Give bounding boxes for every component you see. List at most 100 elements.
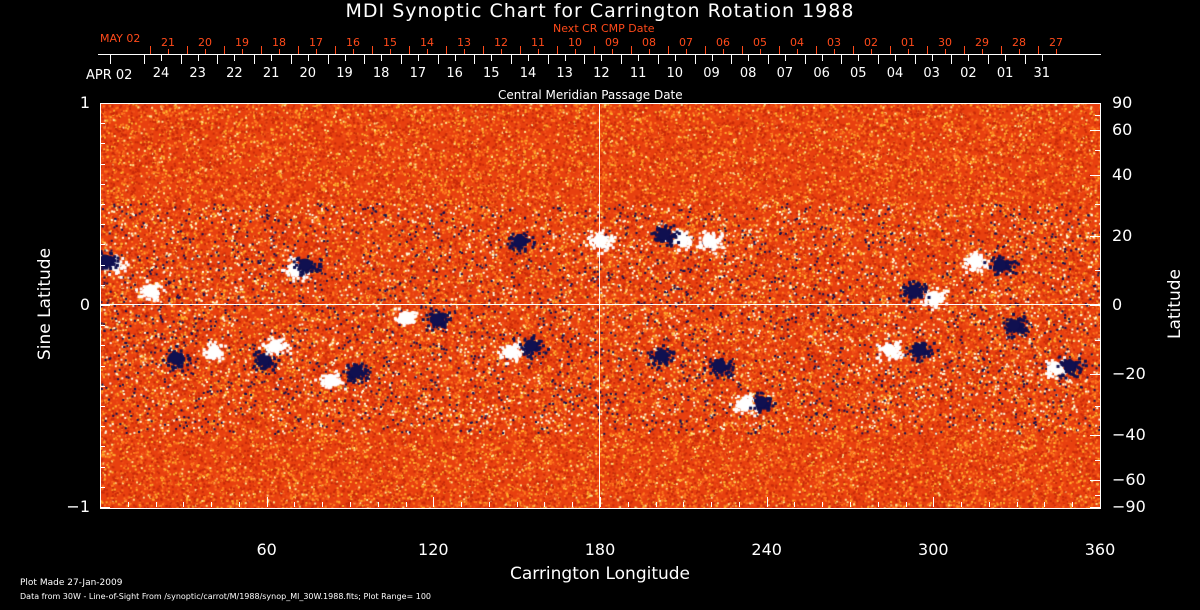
- next-date-tick: [686, 49, 687, 54]
- next-date-label: 02: [864, 36, 878, 49]
- y-minor-tick: [100, 486, 105, 488]
- next-date-label: 03: [827, 36, 841, 49]
- cmp-date-label: 22: [226, 66, 243, 81]
- next-date-label: 14: [420, 36, 434, 49]
- next-date-label: 11: [531, 36, 545, 49]
- x-minor-tick: [711, 502, 713, 507]
- cmp-date-label: 01: [996, 66, 1014, 81]
- next-date-tick: [316, 49, 317, 54]
- y2-minor-tick: [1095, 494, 1100, 496]
- next-date-major-tick: [927, 46, 928, 54]
- cmp-date-major-tick: [914, 55, 916, 64]
- y-minor-tick: [100, 244, 105, 246]
- cmp-date-major-tick: [511, 55, 512, 64]
- cmp-date-tick: [821, 55, 823, 61]
- cmp-date-tick: [931, 55, 933, 61]
- x-tick-label: 180: [584, 540, 616, 559]
- x-minor-tick: [461, 502, 463, 507]
- next-date-label: 19: [235, 36, 249, 49]
- next-date-label: 29: [975, 36, 989, 49]
- cmp-date-tick: [381, 55, 383, 61]
- next-date-label: 06: [716, 36, 730, 49]
- cmp-date-major-tick: [584, 55, 586, 64]
- cmp-date-label: 31: [1033, 66, 1051, 81]
- x-minor-tick: [1016, 502, 1018, 507]
- y-minor-tick: [100, 264, 105, 266]
- next-date-major-tick: [705, 46, 706, 54]
- cmp-date-major-tick: [694, 55, 696, 64]
- y-tick: [100, 305, 110, 306]
- y2-tick: [1090, 175, 1100, 177]
- y-minor-tick: [100, 385, 105, 387]
- cmp-date-tick: [1005, 55, 1007, 61]
- cmp-date-tick: [564, 55, 566, 61]
- cmp-date-major-tick: [621, 55, 623, 64]
- y2-tick-label: 20: [1112, 225, 1133, 245]
- x-minor-tick: [322, 502, 324, 507]
- next-date-tick: [279, 49, 280, 54]
- next-date-tick: [760, 49, 761, 54]
- cmp-date-tick: [784, 55, 786, 61]
- x-tick-label: 360: [1084, 540, 1116, 559]
- cmp-date-major-tick: [474, 55, 476, 64]
- y2-tick: [1090, 235, 1100, 237]
- cmp-date-tick: [674, 55, 676, 61]
- cmp-date-label: 12: [593, 66, 610, 81]
- x-minor-tick: [850, 502, 851, 507]
- chart-title: MDI Synoptic Chart for Carrington Rotati…: [345, 0, 855, 22]
- cmp-date-label: 05: [850, 66, 867, 81]
- y2-tick-label: 0: [1112, 295, 1123, 314]
- data-source: Data from 30W - Line-of-Sight From /syno…: [20, 592, 432, 601]
- y2-minor-tick: [1095, 150, 1100, 152]
- cmp-date-major-tick: [951, 55, 953, 64]
- cmp-start-label: APR 02: [86, 68, 133, 83]
- x-minor-tick: [211, 502, 213, 507]
- next-date-major-tick: [409, 46, 410, 54]
- cmp-date-major-tick: [180, 55, 182, 64]
- cmp-date-label: 19: [336, 66, 353, 81]
- next-date-tick: [205, 49, 206, 54]
- cmp-date-major-tick: [254, 55, 256, 64]
- next-cr-axis-label: Next CR CMP Date: [553, 22, 655, 35]
- next-date-label: 30: [938, 36, 952, 49]
- cmp-date-tick: [968, 55, 970, 61]
- x-tick: [433, 497, 435, 507]
- cmp-date-major-tick: [841, 55, 843, 64]
- y2-tick-label: −40: [1112, 424, 1146, 444]
- next-date-tick: [945, 49, 946, 54]
- y-tick-label: −1: [66, 497, 90, 516]
- x-minor-tick: [738, 502, 740, 507]
- y-minor-tick: [100, 204, 105, 205]
- x-minor-tick: [294, 502, 296, 507]
- next-date-tick: [1019, 49, 1020, 54]
- x-minor-tick: [350, 502, 351, 507]
- y-minor-tick: [100, 305, 105, 306]
- cmp-date-label: 06: [813, 66, 830, 81]
- y2-minor-tick: [1095, 115, 1100, 117]
- cmp-date-label: 04: [886, 66, 904, 81]
- date-axis-line: [98, 54, 1101, 55]
- next-date-tick: [464, 49, 465, 54]
- x-tick: [600, 497, 601, 507]
- x-minor-tick: [516, 502, 518, 507]
- y-minor-tick: [100, 365, 105, 367]
- next-date-major-tick: [150, 46, 151, 54]
- y2-tick: [1090, 507, 1100, 508]
- cmp-date-label: 02: [960, 66, 977, 81]
- y2-minor-tick: [1095, 204, 1100, 205]
- next-date-major-tick: [446, 46, 447, 54]
- cmp-date-tick: [1041, 55, 1043, 61]
- y-minor-tick: [100, 325, 105, 327]
- cmp-date-major-tick: [767, 55, 769, 64]
- x-minor-tick: [1044, 502, 1046, 507]
- cmp-date-label: 16: [446, 66, 463, 81]
- y2-tick: [1090, 305, 1100, 306]
- x-minor-tick: [377, 502, 379, 507]
- x-minor-tick: [794, 502, 796, 507]
- next-date-tick: [649, 49, 650, 54]
- plot-made: Plot Made 27-Jan-2009: [20, 578, 123, 588]
- next-date-tick: [612, 49, 613, 54]
- next-date-tick: [427, 49, 428, 54]
- next-date-label: 16: [346, 36, 360, 49]
- x-minor-tick: [572, 502, 574, 507]
